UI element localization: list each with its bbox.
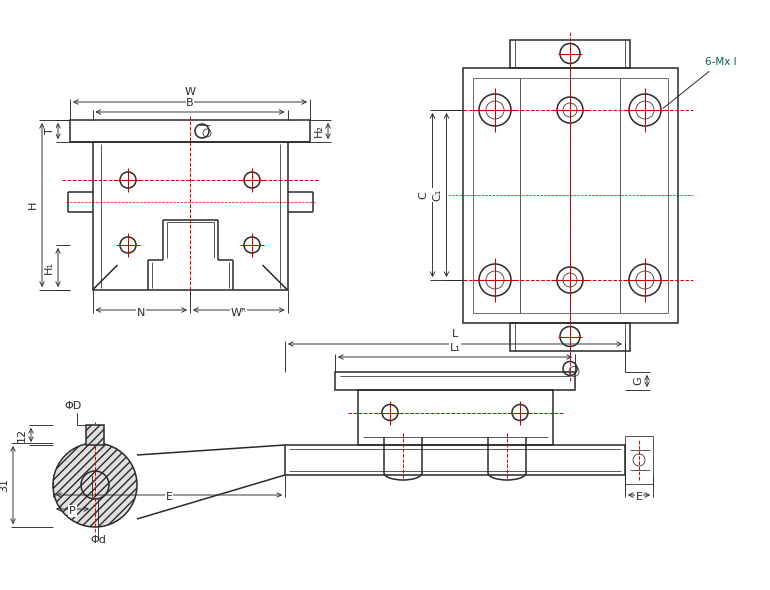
Text: E: E — [166, 492, 172, 502]
Text: 12: 12 — [17, 428, 27, 442]
Text: E: E — [635, 492, 642, 502]
Bar — [473, 77, 668, 313]
Text: 31: 31 — [0, 478, 9, 492]
Bar — [625, 436, 653, 484]
Text: Wᴿ: Wᴿ — [231, 308, 246, 318]
Bar — [463, 67, 678, 323]
Text: H: H — [28, 201, 38, 209]
Bar — [86, 425, 104, 445]
Bar — [335, 372, 575, 390]
Bar — [285, 445, 625, 475]
Bar — [357, 390, 553, 445]
Bar — [510, 323, 630, 350]
Bar — [510, 40, 630, 67]
Bar — [70, 120, 310, 142]
Text: H₁: H₁ — [44, 261, 54, 274]
Text: P: P — [69, 506, 76, 516]
Text: G: G — [633, 376, 643, 385]
Text: N: N — [137, 308, 146, 318]
Circle shape — [53, 443, 137, 527]
Text: B: B — [186, 98, 194, 108]
Text: L₁: L₁ — [450, 343, 460, 353]
Bar — [92, 142, 287, 290]
Text: W: W — [185, 87, 196, 97]
Text: T: T — [45, 127, 55, 135]
Text: ΦD: ΦD — [65, 401, 82, 411]
Text: 6-Mx l: 6-Mx l — [663, 57, 737, 108]
Text: H₂: H₂ — [314, 124, 324, 137]
Text: C: C — [419, 191, 428, 199]
Text: Φd: Φd — [90, 535, 106, 545]
Text: L: L — [452, 329, 458, 339]
Text: C₁: C₁ — [433, 189, 443, 201]
